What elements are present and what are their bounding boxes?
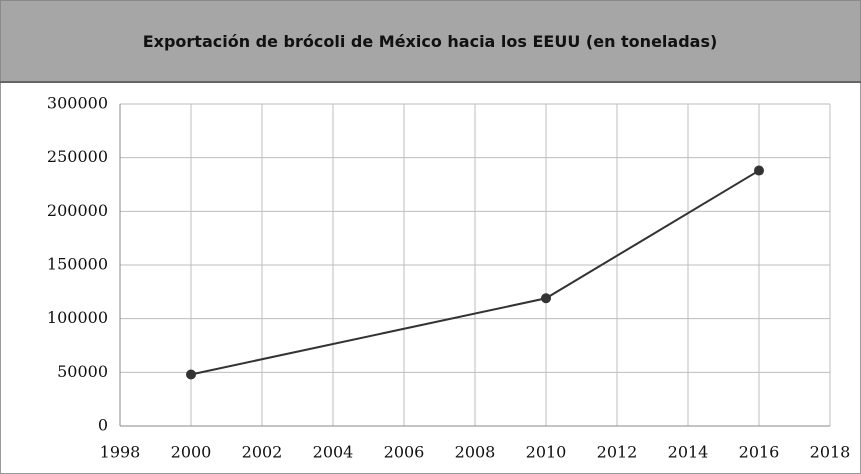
point bbox=[186, 369, 196, 380]
x-tick-label: 2006 bbox=[384, 443, 425, 462]
y-tick-label: 300000 bbox=[47, 94, 108, 113]
x-tick-label: 2000 bbox=[171, 443, 212, 462]
x-tick-label: 2010 bbox=[526, 443, 567, 462]
y-tick-label: 100000 bbox=[47, 308, 108, 327]
x-tick-label: 2004 bbox=[313, 443, 354, 462]
x-tick-label: 2018 bbox=[810, 443, 851, 462]
title-band bbox=[0, 0, 861, 83]
y-tick-label: 150000 bbox=[47, 255, 108, 274]
x-tick-label: 1998 bbox=[100, 443, 141, 462]
y-tick-label: 0 bbox=[98, 416, 108, 435]
chart-title: Exportación de brócoli de México hacia l… bbox=[143, 32, 718, 51]
point bbox=[754, 165, 764, 176]
x-tick-label: 2002 bbox=[242, 443, 283, 462]
x-tick-label: 2014 bbox=[668, 443, 709, 462]
y-tick-label: 200000 bbox=[47, 201, 108, 220]
y-tick-label: 50000 bbox=[57, 362, 108, 381]
x-tick-label: 2016 bbox=[739, 443, 780, 462]
x-tick-label: 2008 bbox=[455, 443, 496, 462]
y-tick-label: 250000 bbox=[47, 147, 108, 166]
x-tick-label: 2012 bbox=[597, 443, 638, 462]
point bbox=[541, 293, 551, 304]
